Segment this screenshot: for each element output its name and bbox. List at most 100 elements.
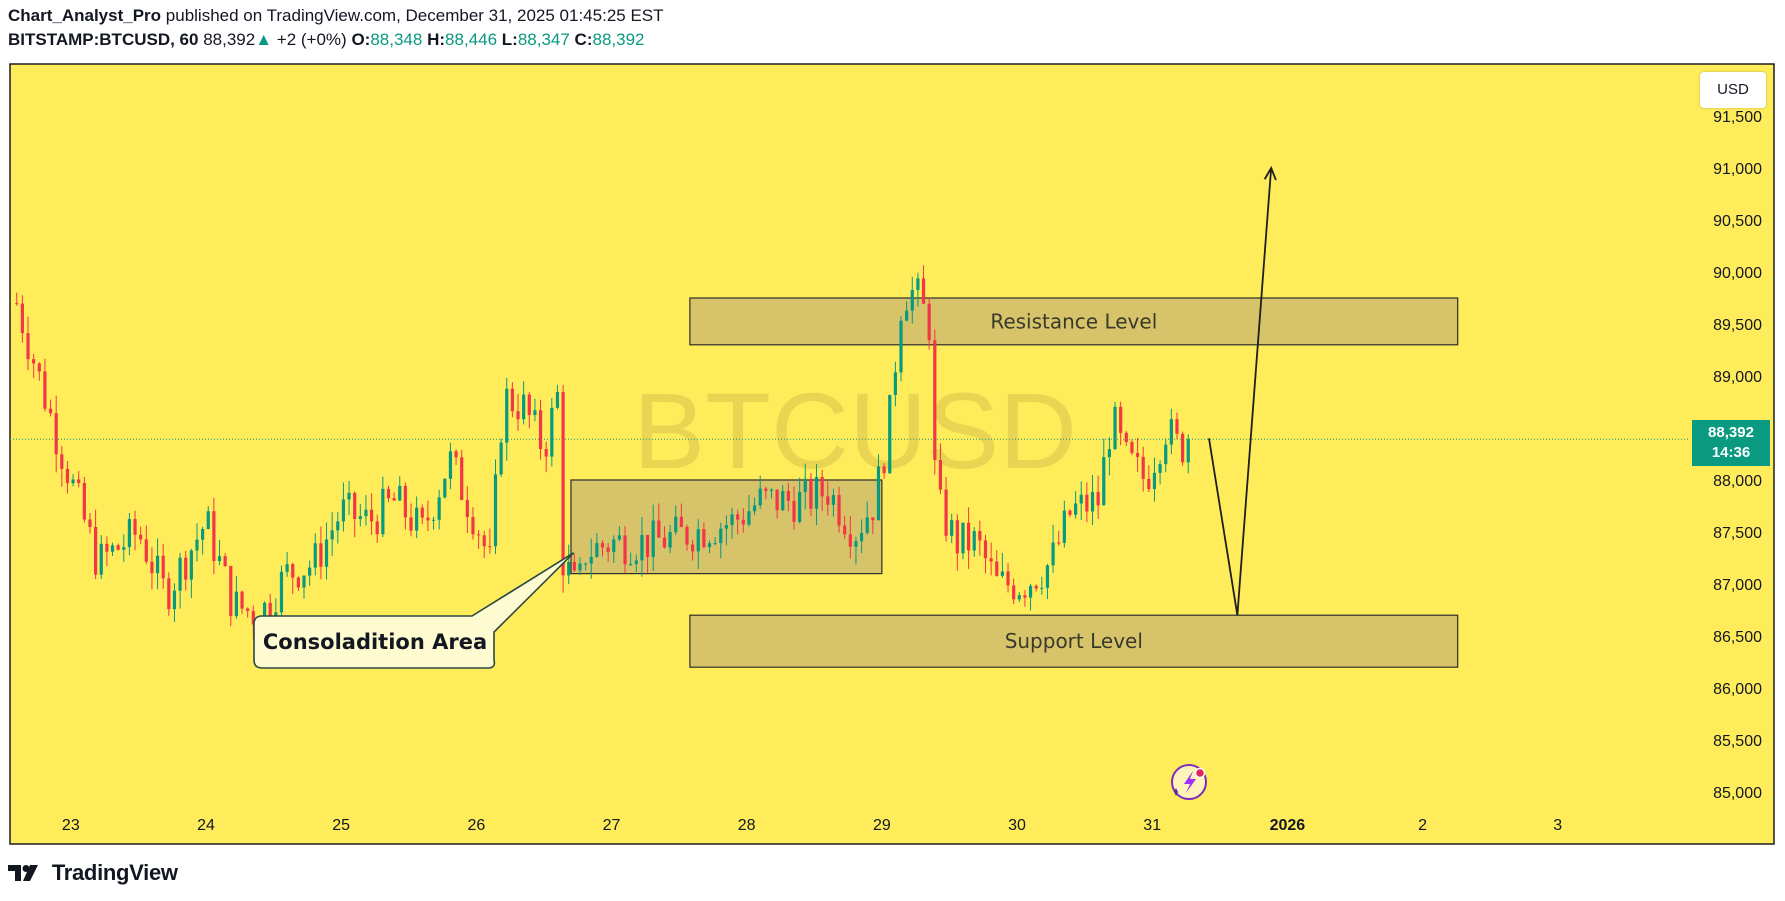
candle-body [403,485,407,518]
candle-body [769,489,774,491]
candle-body [471,517,475,535]
price-axis-label: 87,000 [1713,577,1762,594]
candle-body [1158,464,1162,473]
projection-path[interactable] [1208,167,1273,616]
candle-body [623,535,627,565]
candle-body [195,539,199,551]
candle-body [1023,595,1027,598]
candle-body [820,477,824,497]
candle-body [1068,510,1072,515]
candle-body [319,543,323,567]
candle-body [617,535,622,540]
plot-background [9,63,1775,845]
zone-box[interactable] [689,614,1459,668]
candle-body [781,490,785,511]
candle-body [347,492,351,500]
candle-body [26,333,30,360]
candle-body [775,489,779,511]
candle-body [612,539,616,553]
candle-body [291,564,295,578]
candle-body [161,555,165,579]
candle-body [927,303,931,341]
zone-box[interactable] [689,297,1459,346]
candle-body [843,525,847,535]
callout-box[interactable] [253,552,575,669]
candle-body [921,278,926,304]
candle-body [944,489,948,536]
candle-body [803,478,807,493]
candle-body [431,519,436,521]
candle-body [1006,571,1010,586]
assistant-icon[interactable] [1171,764,1207,800]
candle-body [916,278,920,291]
candle-body [1147,478,1151,490]
candle-body [1096,491,1100,506]
candle-body [657,520,661,538]
candle-body [1130,442,1134,454]
candle-body [251,610,255,625]
candle-body [65,468,70,484]
candle-body [966,522,971,551]
candle-body [201,529,205,540]
candle-body [167,578,171,610]
candle-body [488,546,492,548]
price-axis-label: 87,500 [1713,525,1762,542]
candle-body [409,517,413,531]
candle-body [341,499,346,522]
candle-body [961,522,965,554]
candle-body [685,526,689,545]
candle-body [1045,565,1050,588]
candle-body [1028,585,1033,598]
candle-body [189,550,193,580]
tradingview-logo[interactable]: TradingView [8,860,178,886]
candle-body [792,500,796,522]
time-axis-label: 31 [1143,817,1161,834]
candle-body [713,543,717,545]
candle-body [826,496,830,505]
candle-body [223,556,227,567]
candle-body [392,498,396,501]
candle-body [876,466,881,521]
candle-body [505,388,509,443]
zone-label: Resistance Level [990,309,1157,333]
open-value: 88,348 [370,30,423,49]
brand-name: TradingView [51,860,178,885]
candle-body [482,535,486,547]
candle-body [544,449,548,457]
candle-body [527,394,531,416]
candle-body [353,492,357,520]
publish-date: published on TradingView.com, December 3… [161,6,664,25]
candle-body [865,517,869,533]
candle-body [899,320,903,373]
candle-body [1034,585,1038,589]
candle-body [1102,457,1106,506]
candle-body [386,488,391,499]
candle-body [567,561,571,576]
candle-body [127,519,132,548]
candle-body [645,534,650,557]
candle-body [640,534,644,561]
candle-body [719,528,723,544]
candle-body [1124,432,1128,443]
candle-body [888,394,892,474]
candle-body [308,567,312,576]
candle-body [510,388,514,412]
candle-body [48,408,53,414]
currency-button[interactable]: USD [1700,72,1766,108]
candle-body [105,543,109,552]
candle-body [1113,406,1117,450]
candle-body [71,479,75,484]
candle-body [814,477,819,509]
candle-body [381,488,385,535]
bar-countdown: 14:36 [1711,444,1751,461]
author-name[interactable]: Chart_Analyst_Pro [8,6,162,25]
candle-body [302,575,306,588]
price-axis-label: 89,500 [1713,317,1762,334]
candle-body [184,557,188,580]
time-axis-label: 23 [62,817,80,834]
candle-body [279,571,284,613]
candle-body [94,527,98,575]
candle-body [155,555,160,574]
symbol-label[interactable]: BITSTAMP:BTCUSD, 60 [8,30,199,49]
